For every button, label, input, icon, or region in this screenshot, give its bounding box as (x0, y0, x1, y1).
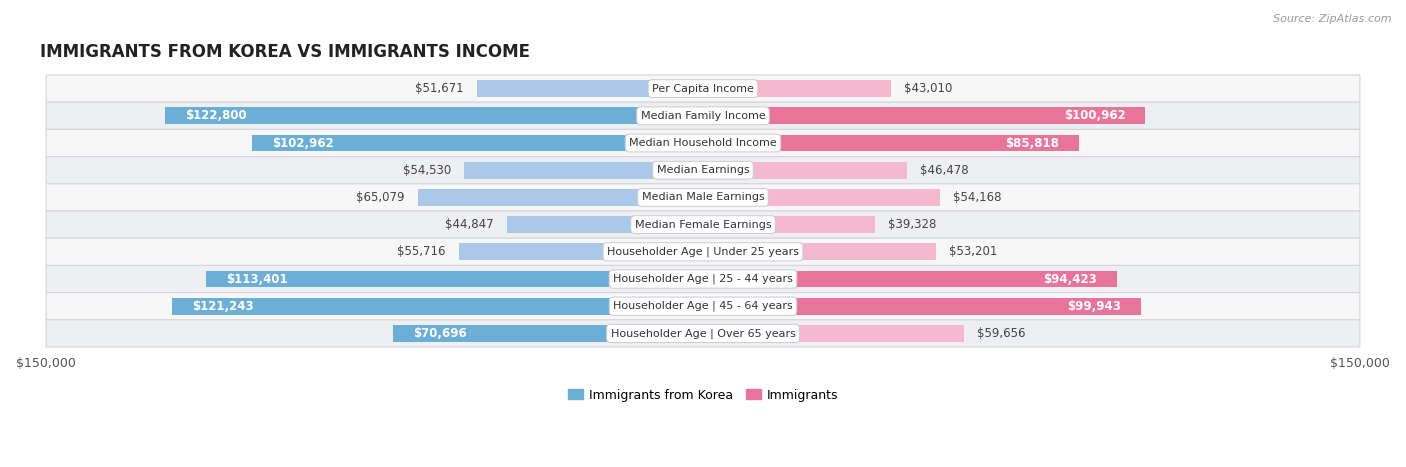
Text: Median Family Income: Median Family Income (641, 111, 765, 121)
Text: $94,423: $94,423 (1043, 273, 1097, 285)
Text: $70,696: $70,696 (413, 327, 467, 340)
Text: Median Female Earnings: Median Female Earnings (634, 219, 772, 230)
Bar (252, 134, 703, 151)
Text: $65,079: $65,079 (356, 191, 405, 204)
Text: $121,243: $121,243 (191, 300, 253, 313)
Text: $46,478: $46,478 (920, 164, 969, 177)
FancyBboxPatch shape (46, 129, 1360, 156)
Text: IMMIGRANTS FROM KOREA VS IMMIGRANTS INCOME: IMMIGRANTS FROM KOREA VS IMMIGRANTS INCO… (39, 43, 530, 61)
Text: $44,847: $44,847 (444, 218, 494, 231)
Text: $99,943: $99,943 (1067, 300, 1121, 313)
Bar (172, 298, 703, 315)
Text: $43,010: $43,010 (904, 82, 953, 95)
Text: $122,800: $122,800 (186, 109, 246, 122)
Text: $55,716: $55,716 (398, 245, 446, 258)
Bar (207, 270, 703, 288)
FancyBboxPatch shape (46, 184, 1360, 211)
Bar (703, 80, 891, 97)
Text: Householder Age | Under 25 years: Householder Age | Under 25 years (607, 247, 799, 257)
Text: $113,401: $113,401 (226, 273, 288, 285)
Bar (703, 243, 936, 260)
Text: Per Capita Income: Per Capita Income (652, 84, 754, 93)
Text: Median Earnings: Median Earnings (657, 165, 749, 175)
Text: Householder Age | 45 - 64 years: Householder Age | 45 - 64 years (613, 301, 793, 311)
Bar (394, 325, 703, 342)
Legend: Immigrants from Korea, Immigrants: Immigrants from Korea, Immigrants (562, 383, 844, 406)
Bar (703, 189, 941, 206)
Text: Median Household Income: Median Household Income (628, 138, 778, 148)
Text: $54,168: $54,168 (953, 191, 1002, 204)
FancyBboxPatch shape (46, 238, 1360, 265)
Bar (703, 162, 907, 179)
Text: $85,818: $85,818 (1005, 136, 1059, 149)
Text: $102,962: $102,962 (271, 136, 333, 149)
FancyBboxPatch shape (46, 102, 1360, 129)
Bar (703, 216, 875, 233)
Text: Source: ZipAtlas.com: Source: ZipAtlas.com (1274, 14, 1392, 24)
Bar (703, 107, 1144, 124)
Text: Householder Age | Over 65 years: Householder Age | Over 65 years (610, 328, 796, 339)
Bar (464, 162, 703, 179)
Bar (506, 216, 703, 233)
Text: $39,328: $39,328 (889, 218, 936, 231)
FancyBboxPatch shape (46, 211, 1360, 238)
Text: $53,201: $53,201 (949, 245, 997, 258)
Text: Median Male Earnings: Median Male Earnings (641, 192, 765, 202)
Bar (703, 298, 1140, 315)
Bar (703, 325, 965, 342)
FancyBboxPatch shape (46, 156, 1360, 184)
Text: $54,530: $54,530 (402, 164, 451, 177)
FancyBboxPatch shape (46, 265, 1360, 293)
Bar (418, 189, 703, 206)
Bar (703, 134, 1078, 151)
FancyBboxPatch shape (46, 293, 1360, 320)
Bar (477, 80, 703, 97)
Text: $100,962: $100,962 (1064, 109, 1125, 122)
Text: $59,656: $59,656 (977, 327, 1026, 340)
Bar (166, 107, 703, 124)
FancyBboxPatch shape (46, 320, 1360, 347)
Bar (703, 270, 1116, 288)
Text: $51,671: $51,671 (415, 82, 464, 95)
FancyBboxPatch shape (46, 75, 1360, 102)
Bar (458, 243, 703, 260)
Text: Householder Age | 25 - 44 years: Householder Age | 25 - 44 years (613, 274, 793, 284)
